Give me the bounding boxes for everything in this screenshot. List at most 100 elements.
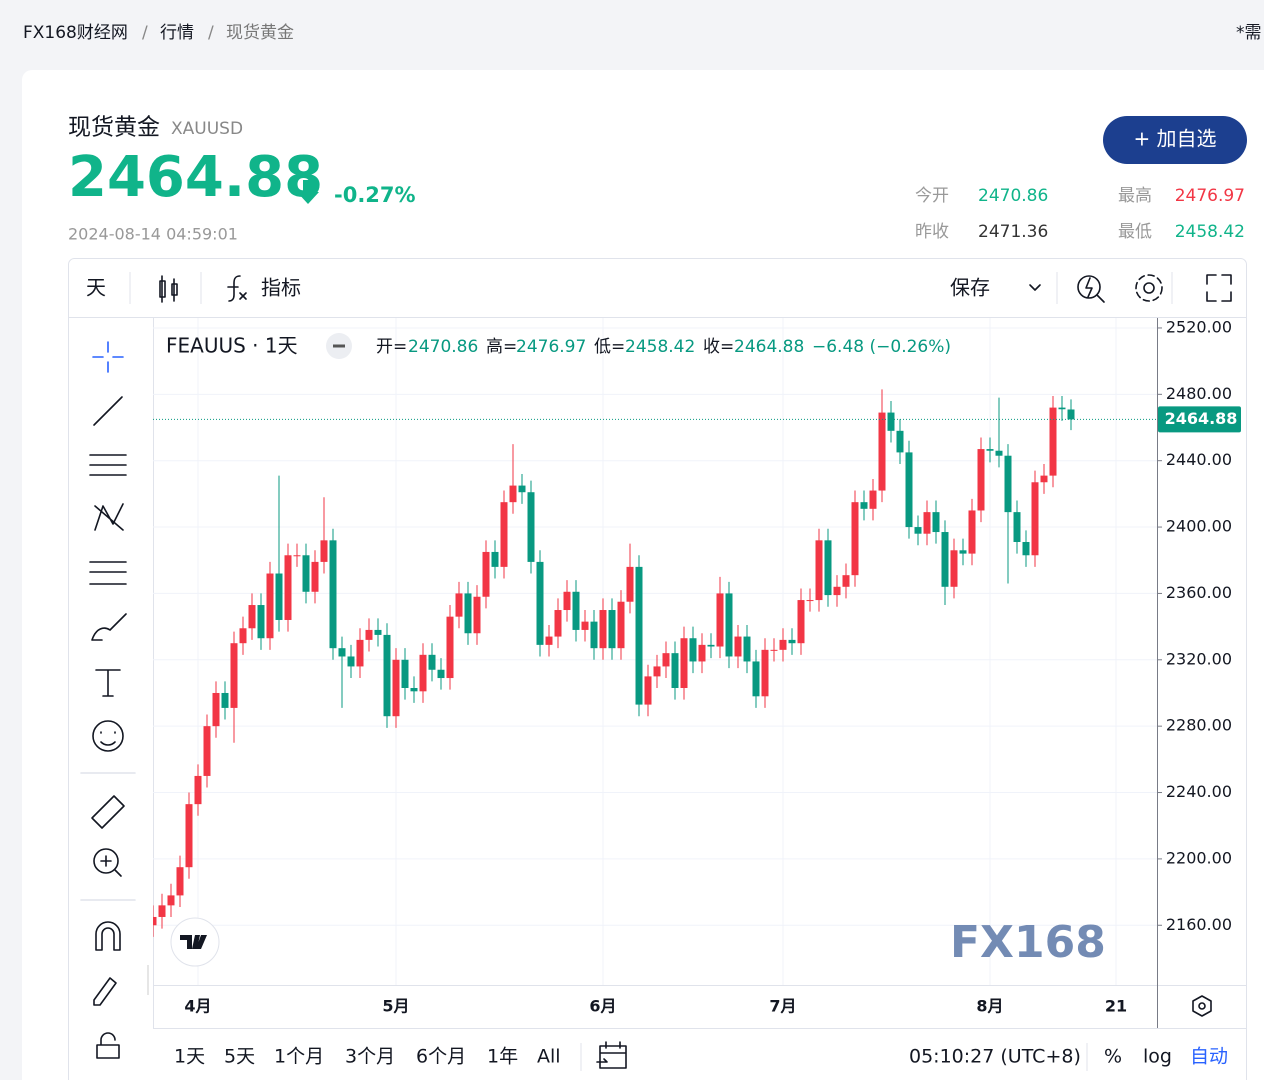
y-tick-label: 2400.00 <box>1166 517 1232 536</box>
save-button[interactable]: 保存 <box>950 276 990 300</box>
fullscreen-button[interactable] <box>1206 274 1232 302</box>
candle-body <box>536 561 544 645</box>
candle-body <box>176 867 184 896</box>
range-button[interactable]: 1天 <box>174 1046 205 1068</box>
y-tick-label: 2360.00 <box>1166 583 1232 602</box>
breadcrumb-link[interactable]: 行情 <box>160 23 194 43</box>
candle-body <box>365 629 373 640</box>
candle-body <box>275 573 283 620</box>
candle-body <box>626 566 634 602</box>
candle-body <box>770 649 778 651</box>
candle-body <box>824 540 832 596</box>
candle-body <box>860 502 868 509</box>
candle-body <box>230 643 238 708</box>
candle-body <box>761 649 769 697</box>
candle-body <box>743 636 751 662</box>
candle-body <box>167 895 175 906</box>
magnet-tool[interactable] <box>95 921 121 951</box>
axis-settings[interactable] <box>1192 995 1212 1017</box>
settings-button[interactable] <box>1135 274 1163 302</box>
candle-type-button[interactable] <box>159 275 178 303</box>
x-tick-label: 21 <box>1105 997 1127 1016</box>
indicator-icon[interactable] <box>227 275 247 302</box>
add-watchlist-label[interactable]: + 加自选 <box>1133 127 1216 151</box>
range-button[interactable]: 3个月 <box>345 1046 395 1068</box>
candle-body <box>932 512 940 533</box>
percent-toggle[interactable]: % <box>1104 1046 1122 1068</box>
lock-drawings-tool[interactable] <box>93 977 117 1006</box>
x-tick-label: 6月 <box>589 997 616 1016</box>
range-button[interactable]: All <box>537 1046 561 1068</box>
indicator-button[interactable]: 指标 <box>261 276 301 300</box>
candle-body <box>248 605 256 629</box>
candle-body <box>815 540 823 601</box>
legend-value: 2458.42 <box>625 337 695 357</box>
save-menu-chevron[interactable] <box>1029 284 1041 291</box>
trend-line-tool[interactable] <box>93 396 123 426</box>
price-label-bg <box>1158 406 1241 433</box>
candle-body <box>581 621 589 630</box>
quote-code: XAUUSD <box>171 119 243 139</box>
log-toggle[interactable]: log <box>1143 1046 1172 1068</box>
candle-body <box>482 551 490 597</box>
range-button[interactable]: 1年 <box>487 1046 518 1068</box>
candle-body <box>842 575 850 587</box>
candle-body <box>671 653 679 689</box>
stat-value: 2476.97 <box>1175 186 1245 206</box>
candle-body <box>896 430 904 453</box>
candle-body <box>707 644 715 647</box>
candle-body <box>662 653 670 667</box>
date-range-button[interactable] <box>596 1041 627 1069</box>
candle-body <box>428 654 436 670</box>
crosshair-tool[interactable] <box>92 341 124 373</box>
range-button[interactable]: 1个月 <box>274 1046 324 1068</box>
stat-value: 2471.36 <box>978 222 1048 242</box>
candle-body <box>905 452 913 528</box>
range-button[interactable]: 6个月 <box>416 1046 466 1068</box>
candle-body <box>590 621 598 649</box>
add-watchlist-button[interactable] <box>1103 116 1247 164</box>
ruler-tool[interactable] <box>91 795 125 829</box>
unlock-tool[interactable] <box>96 1032 120 1059</box>
alert-button[interactable] <box>1077 275 1105 303</box>
candle-body <box>266 573 274 639</box>
projection-tool[interactable] <box>89 561 127 585</box>
stat-value: 2470.86 <box>978 186 1048 206</box>
candle-body <box>473 596 481 634</box>
zoom-tool[interactable] <box>93 848 119 874</box>
candle-body <box>194 775 202 805</box>
candle-body <box>1067 409 1075 420</box>
candle-body <box>153 916 157 926</box>
candle-body <box>329 540 337 649</box>
candle-body <box>689 638 697 662</box>
candle-body <box>941 532 949 587</box>
candle-body <box>734 636 742 657</box>
price-label: 2464.88 <box>1165 409 1238 428</box>
fib-tool[interactable] <box>89 454 127 476</box>
pattern-tool[interactable] <box>94 503 124 531</box>
auto-toggle[interactable]: 自动 <box>1190 1046 1228 1068</box>
range-button[interactable]: 5天 <box>224 1046 255 1068</box>
candle-body <box>446 616 454 679</box>
brush-tool[interactable] <box>91 613 127 641</box>
candle-body <box>320 540 328 562</box>
candle-body <box>887 412 895 431</box>
candle-body <box>212 692 220 727</box>
candle-body <box>680 638 688 689</box>
candle-body <box>797 600 805 644</box>
breadcrumb-link[interactable]: FX168财经网 <box>23 23 128 43</box>
text-tool[interactable] <box>95 669 121 697</box>
stat-label: 最高 <box>1118 186 1152 206</box>
candle-body <box>401 659 409 689</box>
candle-body <box>698 644 706 662</box>
y-tick-label: 2520.00 <box>1166 317 1232 336</box>
interval-button[interactable]: 天 <box>86 276 106 300</box>
emoji-tool[interactable] <box>92 720 124 752</box>
candle-body <box>500 502 508 567</box>
y-tick-label: 2200.00 <box>1166 848 1232 867</box>
x-tick-label: 5月 <box>382 997 409 1016</box>
candle-body <box>419 654 427 692</box>
candle-body <box>914 527 922 534</box>
candle-body <box>716 593 724 647</box>
